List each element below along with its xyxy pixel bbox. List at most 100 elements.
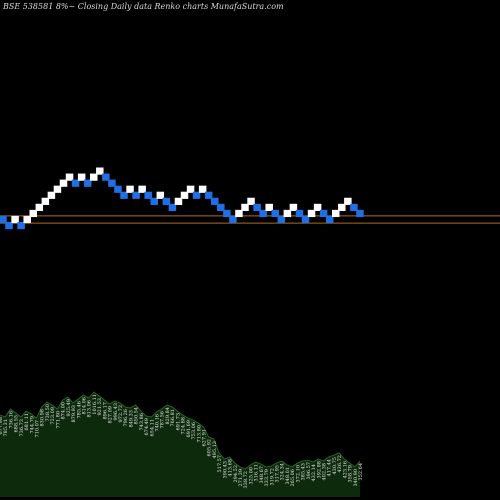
volume-label: 294.52 <box>233 465 239 483</box>
renko-brick-down <box>132 191 140 199</box>
volume-label: 691.69 <box>186 420 192 438</box>
volume-label: 319.72 <box>269 468 275 486</box>
volume-label: 771.80 <box>55 411 61 429</box>
volume-label: 827.09 <box>108 406 114 424</box>
volume-label: 796.26 <box>123 409 129 427</box>
renko-brick-down <box>71 179 80 187</box>
volume-label: 423.16 <box>342 461 348 479</box>
renko-brick-down <box>277 215 286 224</box>
volume-label: 372.10 <box>295 465 301 483</box>
renko-brick-down <box>301 215 310 224</box>
renko-brick-up <box>241 203 249 211</box>
volume-label: 874.00 <box>61 402 67 420</box>
renko-brick-up <box>247 197 255 205</box>
volume-label: 850.54 <box>134 407 140 425</box>
renko-brick-down <box>114 185 122 193</box>
volume-label: 896.17 <box>102 402 108 420</box>
volume-label: 849.33 <box>128 410 134 428</box>
volume-area: 677.98 785.31 736.16 688.55 736.73 681.11 744.… <box>0 391 364 497</box>
volume-label: 766.81 <box>170 409 176 427</box>
volume-label: 713.80 <box>196 425 202 443</box>
volume-label: 743.86 <box>139 413 145 431</box>
volume-label: 385.43 <box>301 463 307 481</box>
renko-brick-up <box>77 173 86 181</box>
renko-brick-down <box>223 209 231 218</box>
renko-brick-down <box>162 197 171 205</box>
renko-brick-up <box>59 179 68 187</box>
volume-label: 316.11 <box>254 464 260 482</box>
renko-brick-down <box>204 191 213 199</box>
volume-label: 710.07 <box>35 420 41 438</box>
volume-label: 830.98 <box>40 409 46 427</box>
renko-brick-up <box>289 203 298 211</box>
volume-label: 738.50 <box>45 404 51 422</box>
volume-label: 1016.11 <box>92 394 98 415</box>
volume-label: 996.43 <box>113 403 119 421</box>
renko-brick-up <box>313 203 322 211</box>
renko-brick-up <box>11 215 19 224</box>
renko-brick-up <box>156 191 165 199</box>
volume-label: 829.84 <box>165 407 171 425</box>
volume-label: 392.88 <box>316 461 322 479</box>
renko-brick-down <box>319 209 328 218</box>
renko-brick-up <box>41 197 50 205</box>
renko-brick-up <box>198 185 207 193</box>
renko-brick-down <box>211 197 219 205</box>
volume-label: 736.73 <box>19 419 25 437</box>
renko-brick-up <box>338 203 346 211</box>
renko-brick-down <box>102 173 110 181</box>
renko-brick-down <box>144 191 152 199</box>
volume-label: 325.00 <box>248 467 254 485</box>
volume-label: 365.06 <box>290 469 296 487</box>
volume-label: 813.06 <box>87 400 93 418</box>
volume-label: 605.92 <box>207 439 213 457</box>
volume-label: 723.09 <box>50 407 56 425</box>
renko-brick-up <box>138 185 146 193</box>
renko-brick-up <box>344 197 352 205</box>
volume-label: 432.14 <box>311 464 317 482</box>
renko-brick-up <box>65 173 74 181</box>
volume-label: 654.11 <box>149 419 155 437</box>
renko-brick-up <box>90 173 98 181</box>
renko-brick-up <box>235 209 243 218</box>
volume-label: 417.44 <box>327 459 333 477</box>
renko-brick-up <box>47 191 56 199</box>
chart-title: BSE 538581 8%~ Closing Daily data Renko … <box>3 2 284 11</box>
volume-label: 348.01 <box>285 467 291 485</box>
renko-brick-up <box>180 191 189 199</box>
renko-brick-up <box>23 215 31 224</box>
volume-edge <box>0 391 361 470</box>
renko-brick-down <box>325 215 334 224</box>
volume-label: 972.72 <box>118 405 124 423</box>
volume-label: 390.43 <box>222 461 228 479</box>
volume-label: 340.90 <box>353 469 359 487</box>
volume-label: 744.79 <box>29 416 35 434</box>
volume-label: 753.06 <box>191 422 197 440</box>
renko-brick-down <box>271 209 279 218</box>
volume-label: 814.06 <box>81 397 87 415</box>
renko-brick-up <box>53 185 62 193</box>
volume-label: 348.67 <box>259 466 265 484</box>
volume-label: 517.57 <box>217 455 223 473</box>
renko-brick-up <box>35 203 44 211</box>
volume-label: 691.73 <box>175 413 181 431</box>
renko-brick-up <box>186 185 195 193</box>
renko-brick-up <box>283 209 292 218</box>
volume-label: 358.79 <box>348 465 354 483</box>
volume-label: 677.98 <box>0 417 4 435</box>
volume-label: 324.34 <box>280 463 286 481</box>
renko-brick-down <box>120 191 128 199</box>
renko-brick-up <box>29 209 37 218</box>
volume-label: 271.39 <box>238 469 244 487</box>
volume-label: 740.16 <box>155 414 161 432</box>
renko-brick-down <box>259 209 267 218</box>
renko-brick-up <box>96 167 104 175</box>
renko-brick-down <box>83 179 92 187</box>
renko-brick-up <box>265 203 273 211</box>
renko-brick-down <box>350 203 358 211</box>
reference-lines <box>0 215 500 224</box>
volume-label: 785.46 <box>76 401 82 419</box>
volume-label: 787.56 <box>160 411 166 429</box>
